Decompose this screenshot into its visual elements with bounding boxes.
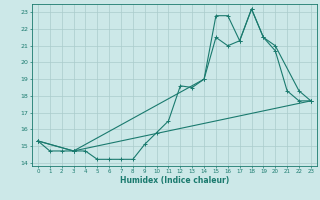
X-axis label: Humidex (Indice chaleur): Humidex (Indice chaleur) — [120, 176, 229, 185]
